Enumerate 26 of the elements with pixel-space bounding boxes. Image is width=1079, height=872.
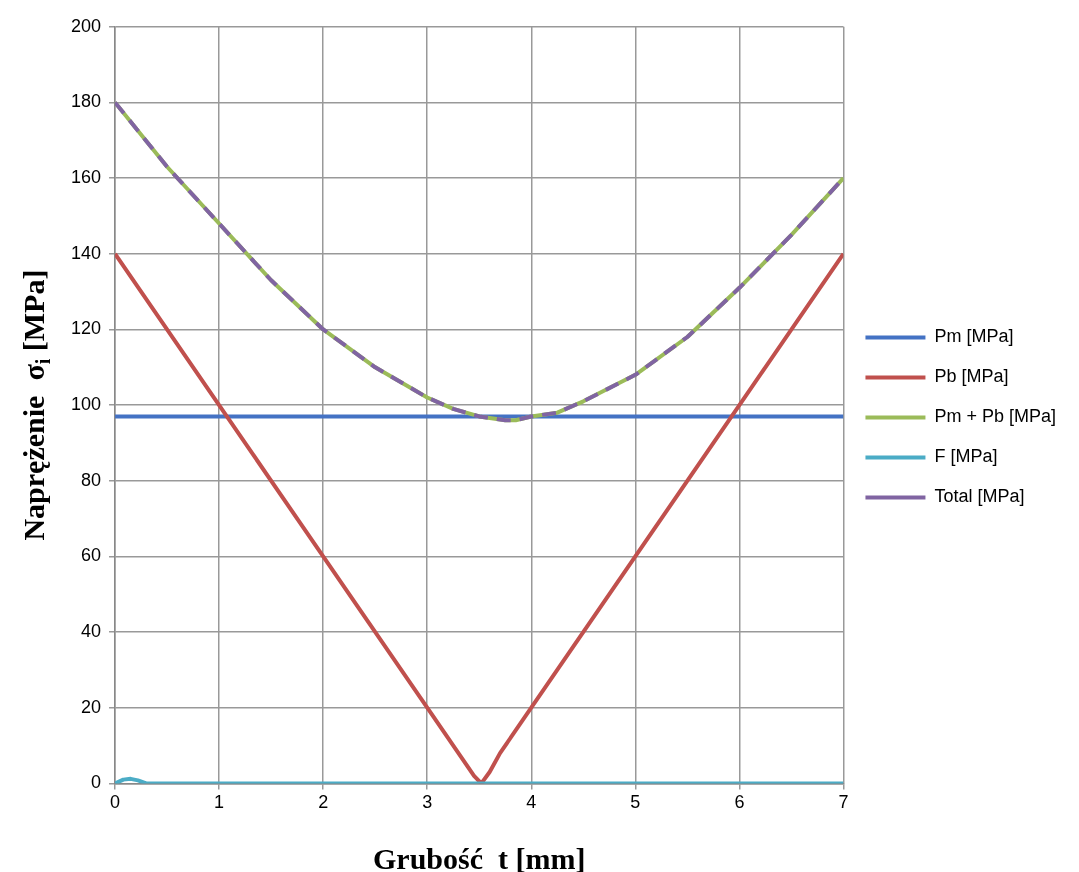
y-tick-label: 100 [70,394,102,415]
y-tick-label: 160 [70,167,102,188]
legend-label: Total [MPa] [934,486,1025,507]
y-tick-label: 60 [81,545,102,566]
y-tick-label: 40 [81,621,102,642]
x-tick-label: 4 [526,792,537,813]
y-axis-title: Naprężenie σi [MPa] [16,269,55,541]
x-tick-label: 3 [422,792,433,813]
legend-label: F [MPa] [934,446,998,467]
y-tick-label: 140 [70,242,102,263]
x-tick-label: 7 [838,792,849,813]
x-tick-label: 6 [734,792,745,813]
y-tick-label: 120 [70,318,102,339]
y-tick-label: 200 [70,15,102,36]
x-tick-label: 2 [318,792,329,813]
legend-label: Pb [MPa] [934,366,1009,387]
x-tick-label: 1 [214,792,225,813]
x-axis-title: Grubość t [mm] [373,841,586,872]
y-tick-label: 0 [91,772,102,793]
x-tick-label: 0 [110,792,121,813]
legend-label: Pm [MPa] [934,326,1014,347]
y-tick-label: 20 [81,696,102,717]
x-tick-label: 5 [630,792,641,813]
legend-label: Pm + Pb [MPa] [934,406,1056,427]
y-tick-label: 180 [70,91,102,112]
y-tick-label: 80 [81,469,102,490]
